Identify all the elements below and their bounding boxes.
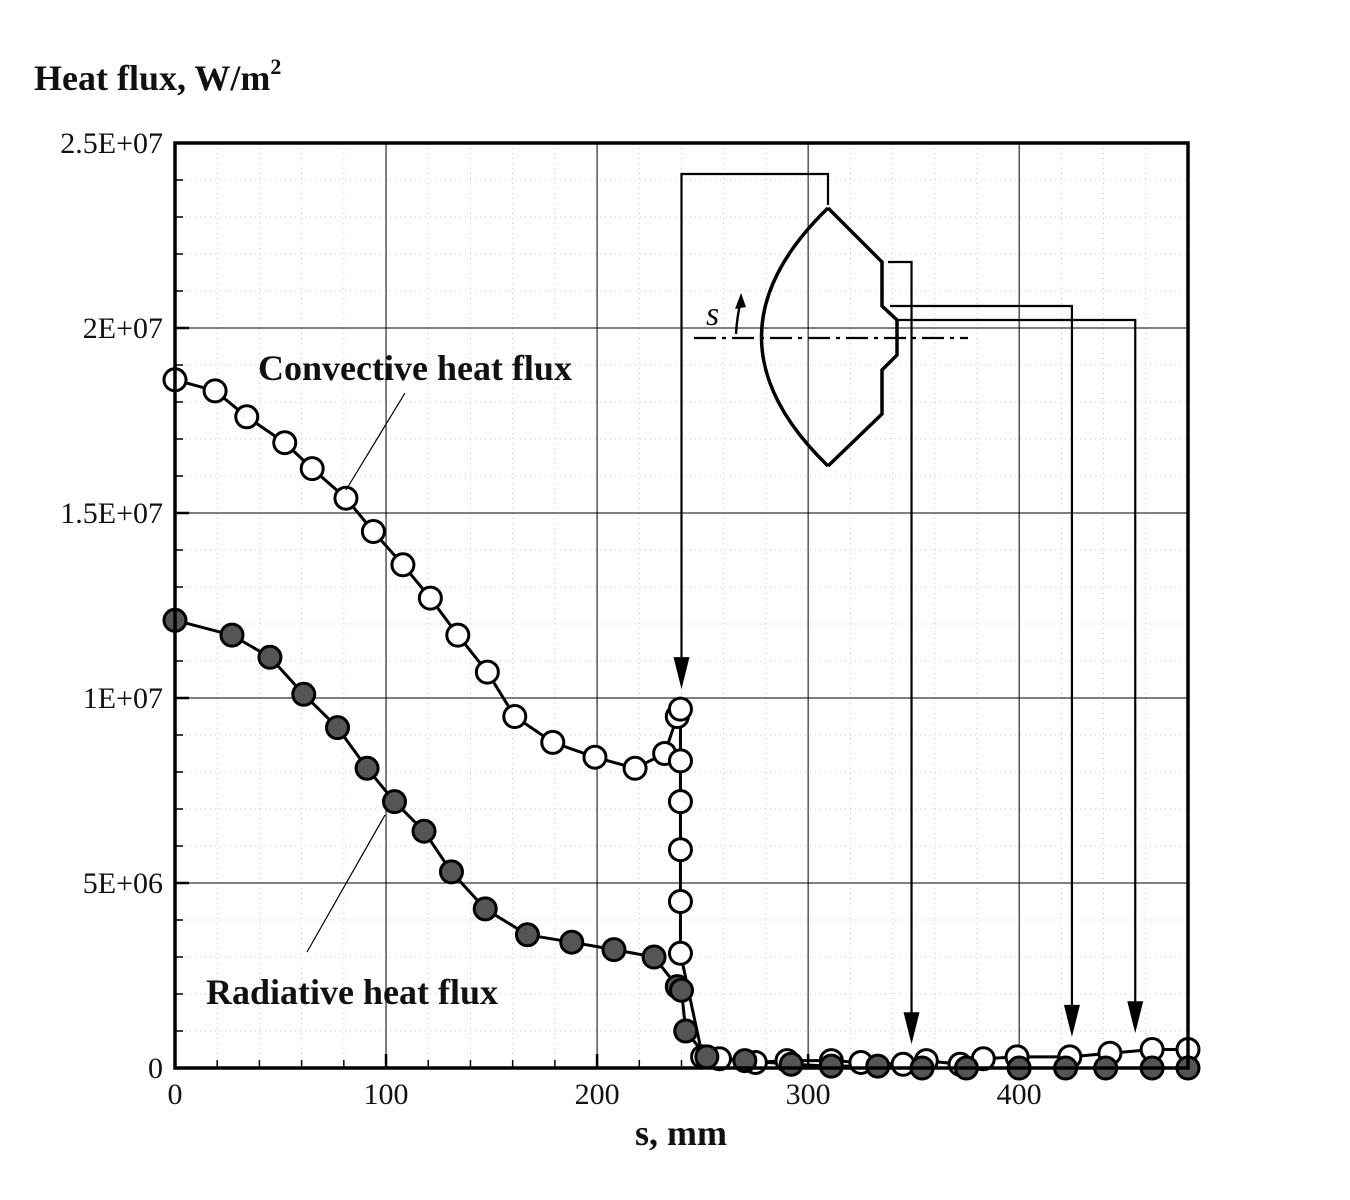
- radiative-data-point: [673, 1018, 699, 1044]
- series-markers: [162, 367, 1201, 1081]
- x-axis-title: s, mm: [635, 1113, 727, 1153]
- convective-data-point: [667, 789, 693, 815]
- y-tick-label: 0: [148, 1052, 163, 1085]
- y-tick-label: 1E+07: [83, 682, 163, 715]
- y-axis-title: Heat flux, W/m2: [34, 54, 281, 98]
- convective-annotation-pointer: [345, 392, 406, 491]
- convective-data-point: [667, 748, 693, 774]
- radiative-data-point: [778, 1051, 804, 1077]
- leader-line: [890, 304, 1074, 1007]
- convective-data-point: [333, 485, 359, 511]
- tick-labels: 0 100 200 300 400 0 5E+06 1E+07 1.5E+07 2E+07 2.5E…: [60, 127, 1041, 1111]
- convective-data-point: [667, 837, 693, 863]
- convective-data-point: [474, 659, 500, 685]
- y-tick-label: 1.5E+07: [60, 497, 163, 530]
- leader-arrowhead: [673, 657, 690, 690]
- radiative-data-point: [291, 681, 317, 707]
- x-tick-label: 100: [364, 1078, 409, 1111]
- radiative-data-point: [514, 922, 540, 948]
- leader-line: [680, 172, 830, 660]
- convective-data-point: [667, 889, 693, 914]
- radiative-annotation-label: Radiative heat flux: [206, 972, 498, 1012]
- radiative-data-point: [381, 789, 407, 815]
- radiative-data-point: [472, 896, 498, 922]
- radiative-data-point: [257, 644, 283, 670]
- radiative-data-point: [325, 715, 351, 741]
- y-axis-title-superscript: 2: [270, 54, 281, 79]
- radiative-data-point: [865, 1053, 891, 1079]
- radiative-data-point: [732, 1048, 758, 1074]
- inset-leader-lines: [673, 172, 1144, 1045]
- x-tick-label: 300: [786, 1078, 831, 1111]
- convective-data-point: [540, 729, 566, 755]
- convective-data-point: [234, 404, 260, 430]
- convective-data-point: [390, 552, 416, 578]
- convective-data-point: [202, 378, 228, 404]
- convective-data-point: [502, 704, 528, 729]
- convective-annotation-label: Convective heat flux: [258, 348, 572, 388]
- radiative-data-point: [669, 977, 694, 1003]
- x-tick-label: 400: [997, 1078, 1042, 1111]
- convective-data-point: [272, 430, 298, 456]
- convective-data-point: [622, 755, 648, 781]
- leader-line: [897, 318, 1137, 1004]
- radiative-data-point: [219, 622, 245, 648]
- leader-arrowhead: [1063, 1004, 1080, 1037]
- radiative-data-point: [601, 937, 627, 963]
- radiative-data-point: [438, 859, 464, 885]
- radiative-data-point: [559, 929, 585, 955]
- convective-data-point: [445, 622, 471, 648]
- leader-line: [888, 260, 913, 1015]
- convective-data-point: [417, 585, 443, 611]
- x-tick-label: 0: [168, 1078, 183, 1111]
- convective-data-point: [667, 940, 693, 966]
- radiative-data-point: [694, 1044, 720, 1070]
- radiative-data-point: [818, 1053, 844, 1079]
- convective-data-point: [582, 744, 608, 770]
- body-schematic-inset: [694, 206, 968, 468]
- inset-s-label: s: [706, 296, 719, 333]
- s-direction-arrowhead: [735, 293, 746, 309]
- radiative-data-point: [411, 818, 437, 844]
- radiative-annotation-pointer: [306, 814, 386, 953]
- y-tick-label: 2.5E+07: [60, 127, 163, 160]
- leader-arrowhead: [903, 1012, 920, 1045]
- radiative-data-point: [641, 944, 667, 970]
- convective-data-point: [299, 456, 325, 482]
- y-tick-label: 2E+07: [83, 312, 163, 345]
- convective-data-point: [360, 519, 386, 544]
- y-tick-label: 5E+06: [83, 867, 163, 900]
- plot-frame: [173, 141, 1190, 1070]
- convective-data-point: [667, 696, 693, 722]
- leader-arrowhead: [1127, 1001, 1144, 1034]
- radiative-data-point: [354, 755, 380, 781]
- x-tick-label: 200: [575, 1078, 620, 1111]
